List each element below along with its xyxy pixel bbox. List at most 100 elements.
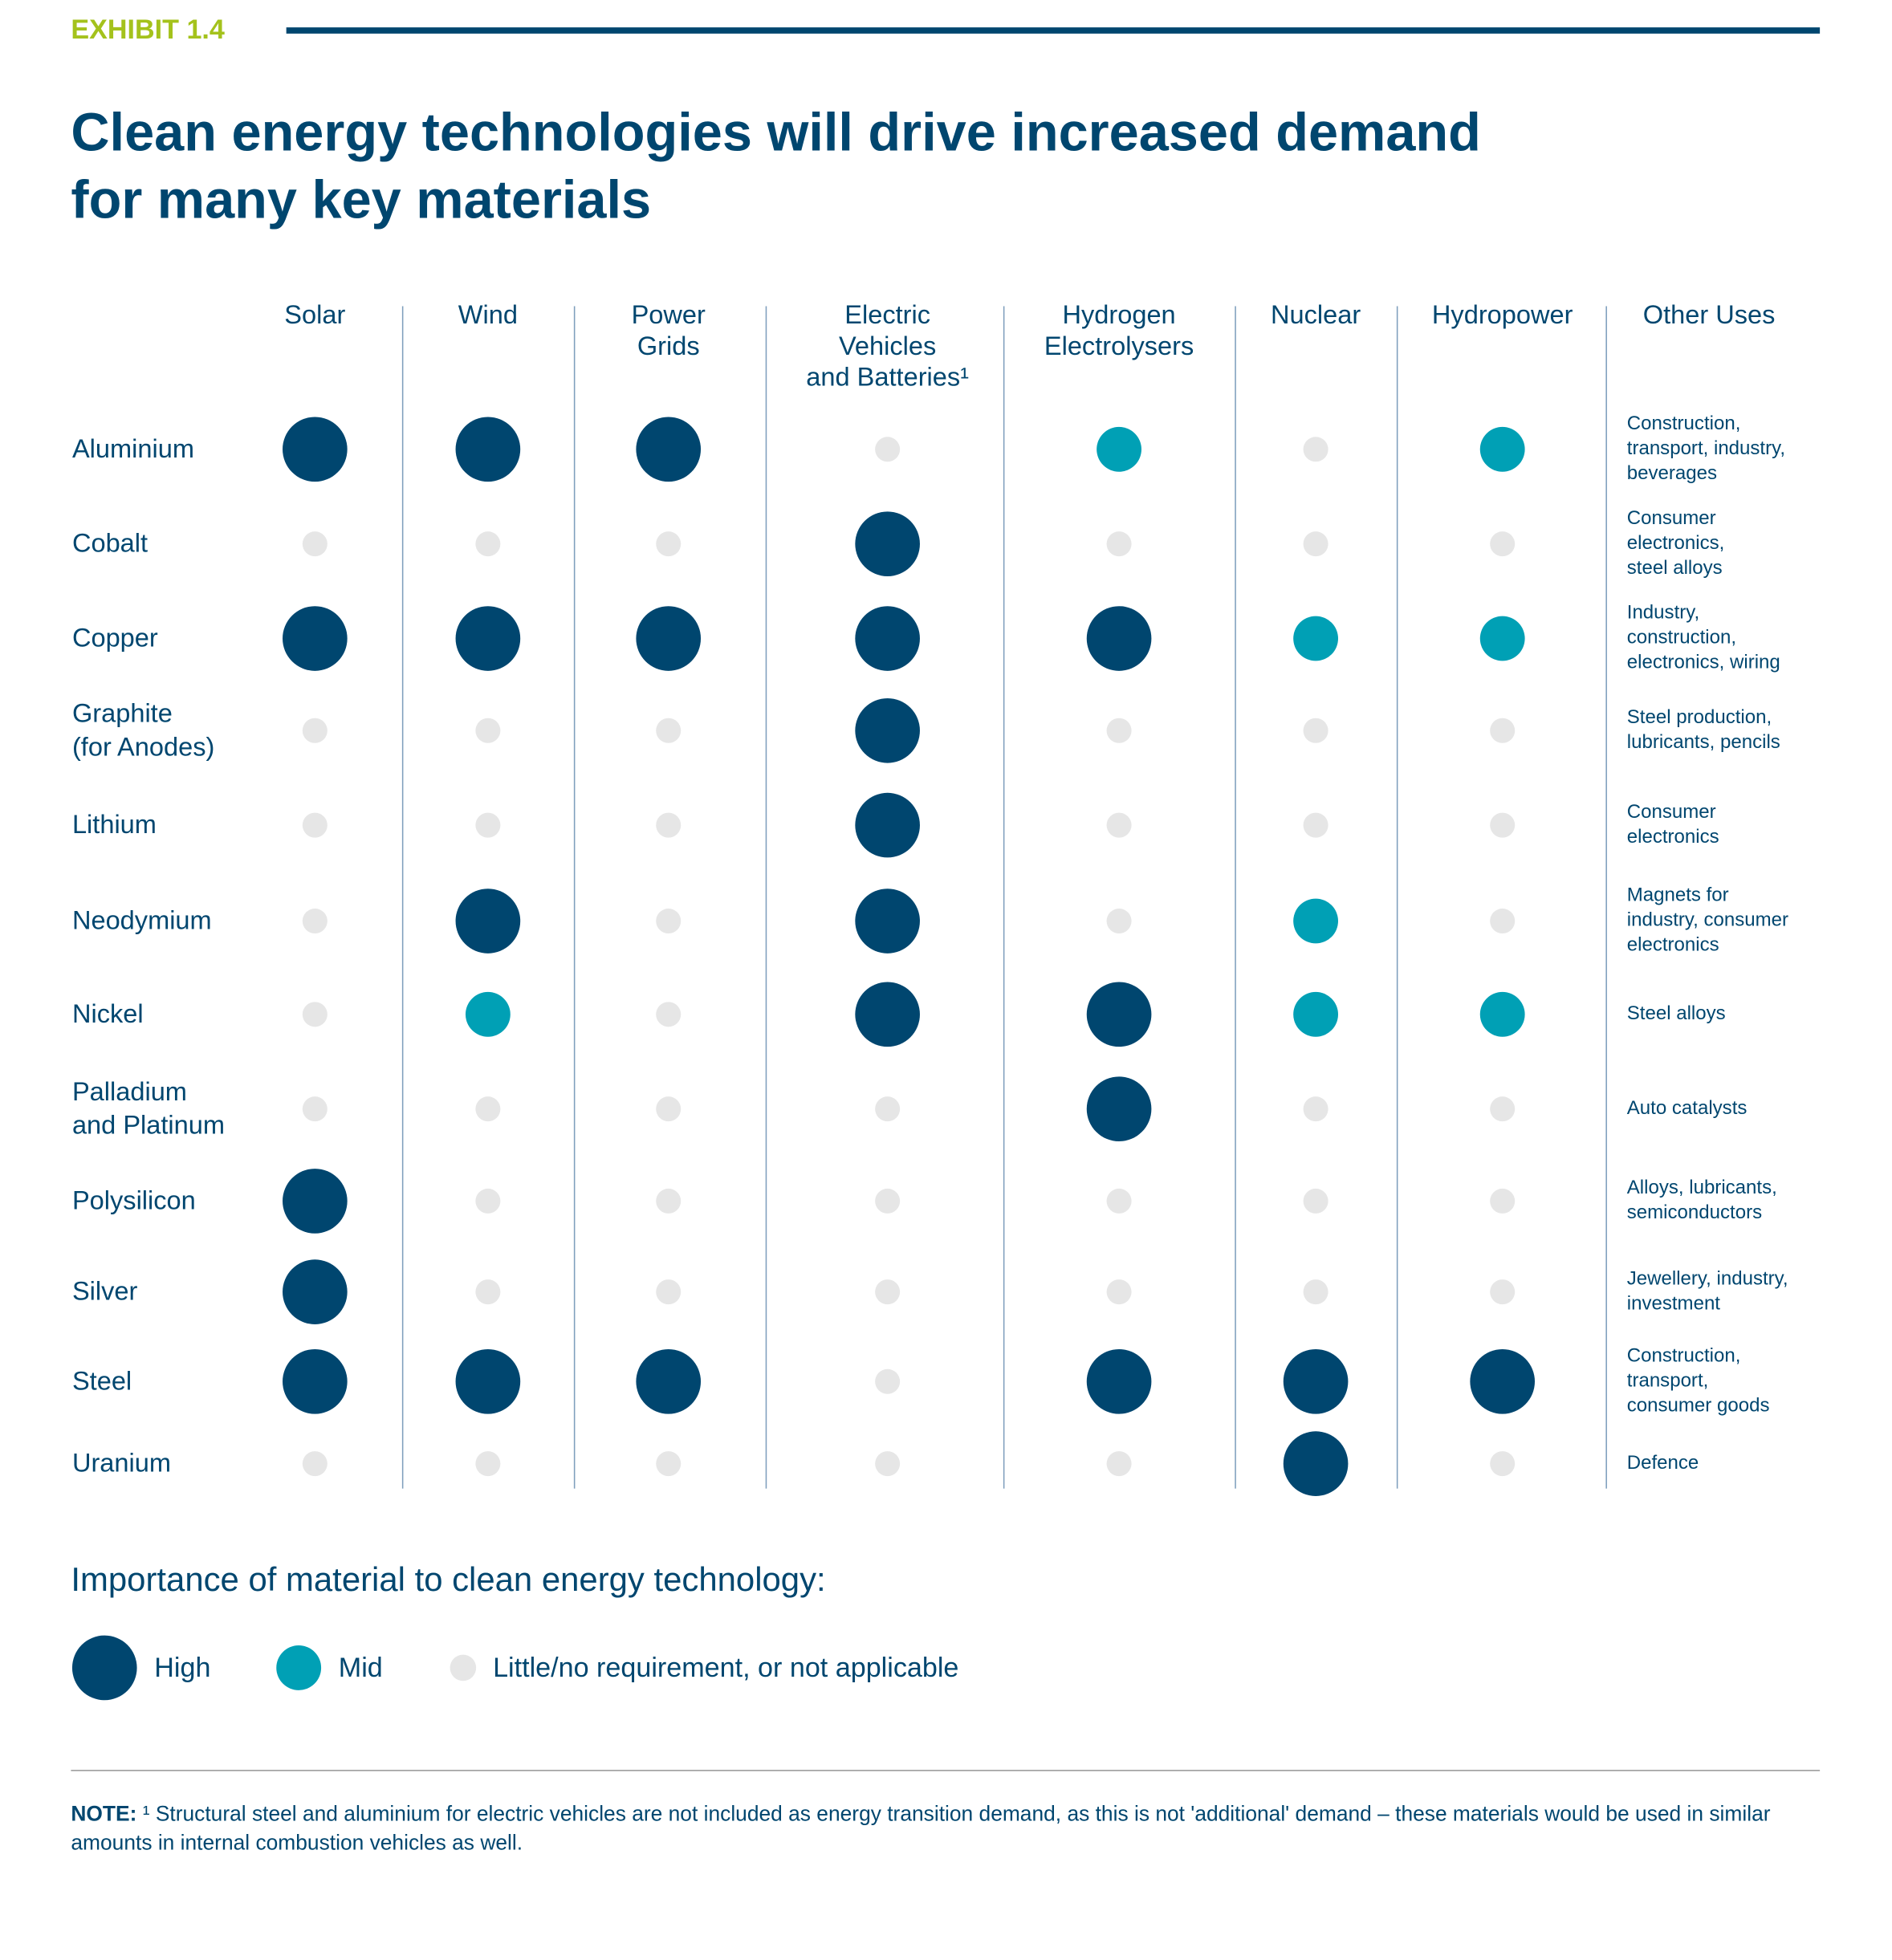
importance-dot-high: [455, 1348, 521, 1414]
column-header-line: Power: [631, 301, 706, 330]
column-divider: [1605, 306, 1607, 1489]
importance-dot-high: [1283, 1348, 1349, 1414]
column-header: Wind: [382, 300, 594, 331]
row-label-line: (for Anodes): [71, 733, 215, 762]
row-label-line: Neodymium: [71, 906, 212, 936]
importance-dot-low: [656, 1279, 682, 1305]
other-uses-line: Alloys, lubricants,: [1626, 1177, 1777, 1199]
column-divider: [1003, 306, 1005, 1489]
importance-dot-low: [875, 1451, 901, 1477]
footnote: NOTE: ¹ Structural steel and aluminium f…: [71, 1799, 1825, 1856]
importance-dot-low: [1490, 1096, 1516, 1122]
other-uses-line: electronics, wiring: [1626, 652, 1780, 673]
importance-dot-low: [875, 1188, 901, 1214]
row-label: Graphite (for Anodes): [72, 697, 214, 764]
importance-dot-low: [1106, 909, 1132, 934]
column-header-line: Nuclear: [1270, 301, 1361, 330]
row-label-line: Aluminium: [71, 434, 194, 464]
other-uses-line: Construction,: [1626, 413, 1741, 435]
other-uses-line: Auto catalysts: [1626, 1097, 1748, 1120]
importance-dot-high: [855, 982, 920, 1047]
other-uses-line: transport,: [1626, 1370, 1709, 1392]
importance-dot-high: [283, 1348, 348, 1414]
column-header: Solar: [210, 300, 421, 331]
row-label-line: Steel: [71, 1367, 132, 1397]
column-header-line: Hydrogen: [1062, 301, 1176, 330]
importance-dot-high: [455, 889, 521, 954]
importance-dot-low: [1303, 1188, 1328, 1214]
other-uses-line: consumer goods: [1626, 1395, 1770, 1417]
importance-dot-low: [656, 1451, 682, 1477]
row-label-line: Cobalt: [71, 529, 149, 559]
column-header-line: Vehicles: [839, 332, 937, 361]
importance-dot-low: [475, 718, 501, 743]
importance-dot-low: [1303, 531, 1328, 557]
row-label: Nickel: [72, 998, 144, 1031]
importance-dot-low: [656, 812, 682, 838]
note-text: ¹ Structural steel and aluminium for ele…: [71, 1802, 1771, 1855]
divider: [71, 1770, 1821, 1771]
other-uses-line: steel alloys: [1626, 557, 1723, 579]
row-label: Palladium and Platinum: [72, 1076, 225, 1143]
other-uses-cell: Defence: [1627, 1451, 1876, 1476]
importance-dot-low: [302, 1096, 328, 1122]
importance-dot-high: [283, 1259, 348, 1324]
other-uses-line: beverages: [1626, 462, 1718, 485]
column-header-line: Solar: [284, 301, 346, 330]
importance-dot-low: [1303, 437, 1328, 462]
importance-dot-high: [283, 417, 348, 482]
importance-dot-low: [656, 531, 682, 557]
other-uses-line: Steel production,: [1626, 706, 1772, 729]
importance-dot-low: [302, 1451, 328, 1477]
column-header: Hydrogen Electrolysers: [1013, 300, 1225, 363]
importance-dot-low: [475, 531, 501, 557]
other-uses-line: Jewellery, industry,: [1626, 1268, 1788, 1290]
importance-dot-low: [656, 1002, 682, 1027]
importance-dot-high: [455, 417, 521, 482]
row-label: Lithium: [72, 808, 157, 842]
importance-dot-low: [1490, 1279, 1516, 1305]
importance-dot-low: [1490, 812, 1516, 838]
importance-dot-mid: [1293, 991, 1339, 1037]
row-label: Neodymium: [72, 905, 212, 938]
other-uses-line: construction,: [1626, 627, 1737, 649]
importance-dot-mid: [1293, 898, 1339, 944]
importance-dot-high: [1086, 606, 1152, 671]
importance-dot-mid: [1479, 991, 1525, 1037]
importance-dot-low: [1490, 531, 1516, 557]
header-rule: [286, 27, 1821, 34]
other-uses-line: lubricants, pencils: [1626, 731, 1780, 754]
other-uses-line: transport, industry,: [1626, 437, 1786, 460]
other-uses-line: semiconductors: [1626, 1202, 1763, 1224]
row-label: Silver: [72, 1275, 137, 1309]
other-uses-cell: Steel production, lubricants, pencils: [1627, 706, 1876, 755]
importance-dot-low: [1106, 531, 1132, 557]
row-label-line: Nickel: [71, 999, 144, 1029]
other-uses-header: Other Uses: [1642, 301, 1776, 330]
other-uses-line: industry, consumer: [1626, 909, 1789, 931]
other-uses-line: Steel alloys: [1626, 1002, 1726, 1025]
importance-dot-low: [475, 1279, 501, 1305]
other-uses-line: Consumer: [1626, 801, 1716, 823]
importance-dot-mid: [1479, 616, 1525, 661]
importance-dot-high: [855, 697, 920, 763]
other-uses-cell: Magnets for industry, consumer electronics: [1627, 884, 1876, 958]
importance-dot-low: [1106, 718, 1132, 743]
importance-dot-low: [875, 1368, 901, 1394]
importance-dot-low: [875, 437, 901, 462]
importance-dot-high: [636, 417, 702, 482]
importance-dot-low: [1303, 1279, 1328, 1305]
column-header-line: Wind: [458, 301, 518, 330]
importance-dot-low: [302, 909, 328, 934]
other-uses-cell: Jewellery, industry, investment: [1627, 1267, 1876, 1317]
importance-dot-low: [302, 531, 328, 557]
title-line-2: for many key materials: [71, 170, 652, 230]
other-uses-cell: Steel alloys: [1627, 1002, 1876, 1027]
legend-low-dot: [450, 1654, 477, 1681]
other-uses-cell: Consumer electronics: [1627, 800, 1876, 850]
importance-dot-low: [1303, 718, 1328, 743]
importance-dot-low: [1106, 1188, 1132, 1214]
column-divider: [401, 306, 404, 1489]
other-uses-cell: Industry, construction, electronics, wirin…: [1627, 601, 1876, 676]
importance-dot-low: [1303, 1096, 1328, 1122]
